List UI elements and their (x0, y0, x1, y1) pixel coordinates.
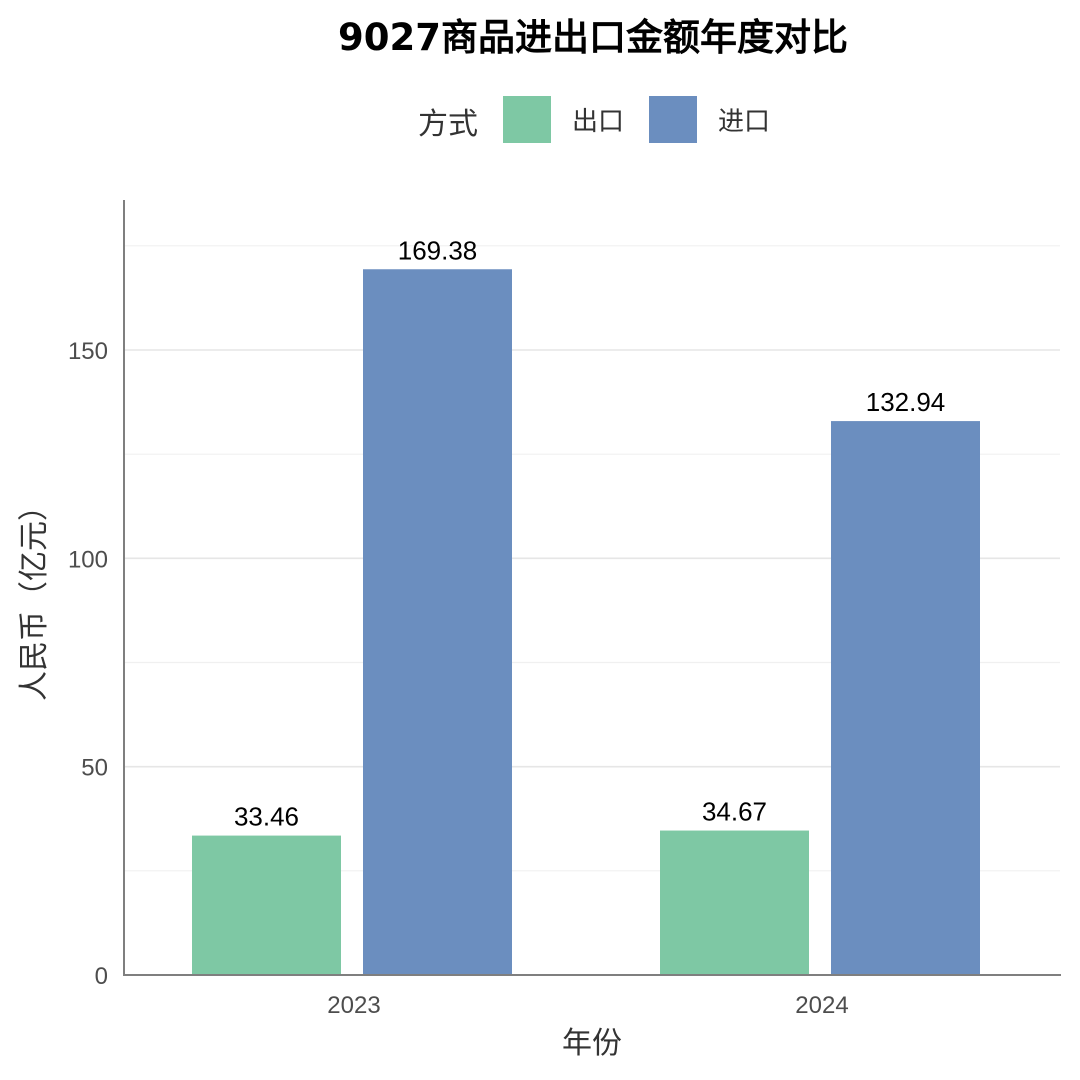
bar-import-2024 (831, 421, 980, 975)
x-axis-title: 年份 (562, 1026, 622, 1061)
data-label-import-2024: 132.94 (866, 387, 946, 417)
y-tick-label: 50 (81, 755, 108, 782)
bars (192, 269, 980, 975)
legend-label-import: 进口 (718, 107, 770, 137)
x-tick-labels: 2023 2024 (327, 992, 848, 1019)
legend-swatch-import (649, 96, 697, 143)
y-tick-label: 150 (68, 338, 108, 365)
legend-label-export: 出口 (572, 107, 624, 137)
x-tick-label: 2023 (327, 992, 380, 1019)
chart-title: 9027商品进出口金额年度对比 (338, 16, 848, 59)
y-axis-title: 人民币（亿元） (17, 491, 52, 701)
bar-export-2024 (660, 830, 809, 975)
grid (124, 245, 1060, 872)
legend-title: 方式 (418, 107, 478, 142)
y-tick-labels: 0 50 100 150 (68, 338, 108, 990)
y-tick-label: 100 (68, 546, 108, 573)
data-labels: 33.46 169.38 34.67 132.94 (234, 235, 945, 831)
bar-import-2023 (363, 269, 512, 975)
data-label-export-2023: 33.46 (234, 802, 299, 832)
y-tick-label: 0 (95, 963, 108, 990)
data-label-export-2024: 34.67 (702, 797, 767, 827)
legend: 方式 出口 进口 (418, 96, 770, 143)
data-label-import-2023: 169.38 (398, 235, 478, 265)
x-tick-label: 2024 (795, 992, 848, 1019)
legend-swatch-export (503, 96, 551, 143)
bar-export-2023 (192, 835, 341, 975)
